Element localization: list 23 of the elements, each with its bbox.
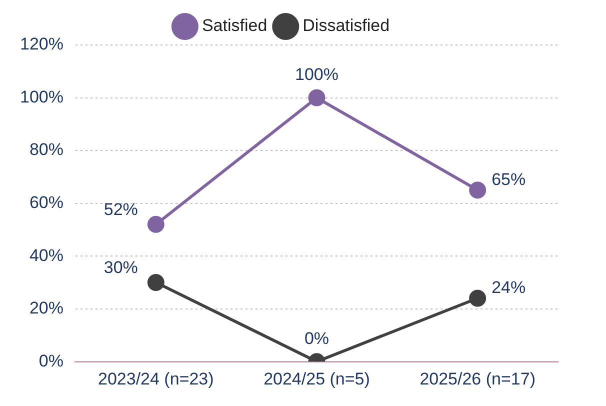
data-label: 0% (304, 328, 330, 348)
point (147, 216, 164, 233)
y-tick-label: 100% (20, 87, 64, 106)
x-tick-label: 2023/24 (n=23) (98, 369, 214, 388)
data-label: 30% (104, 258, 138, 278)
data-label: 24% (492, 278, 526, 297)
x-tick-label: 2024/25 (n=5) (264, 369, 370, 388)
legend-label: Dissatisfied (302, 16, 390, 36)
y-tick-label: 80% (29, 140, 64, 160)
y-tick-label: 0% (38, 351, 64, 370)
point (469, 182, 486, 199)
y-tick-label: 40% (29, 246, 64, 265)
y-tick-label: 20% (29, 298, 64, 318)
x-tick-label: 2025/26 (n=17) (420, 369, 536, 388)
legend-label: Satisfied (202, 16, 268, 36)
point (469, 290, 486, 307)
data-label: 65% (492, 170, 526, 189)
point (308, 89, 326, 106)
data-label: 100% (295, 64, 338, 84)
data-label: 52% (104, 200, 138, 220)
y-tick-label: 120% (20, 34, 64, 54)
y-tick-label: 60% (29, 192, 64, 212)
point (147, 274, 164, 291)
